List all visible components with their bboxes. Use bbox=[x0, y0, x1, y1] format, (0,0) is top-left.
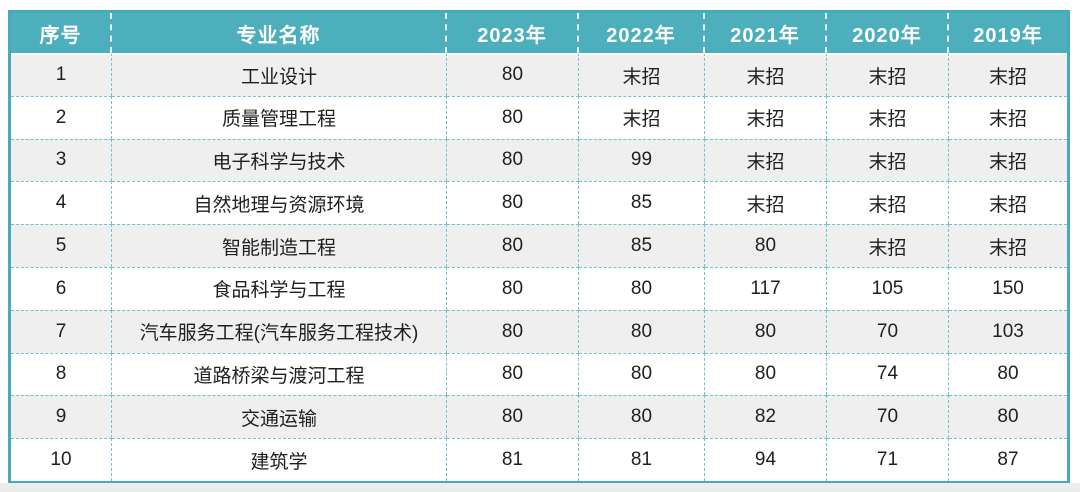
cell-year-2020: 71 bbox=[827, 438, 949, 481]
cell-year-2021: 末招 bbox=[705, 95, 827, 139]
cell-year-2020: 末招 bbox=[827, 138, 949, 182]
table-row: 5 智能制造工程 80 85 80 末招 末招 bbox=[11, 224, 1067, 267]
cell-year-2023: 80 bbox=[447, 53, 579, 96]
cell-year-2020: 末招 bbox=[827, 224, 949, 267]
cell-year-2019: 末招 bbox=[949, 224, 1067, 267]
page-bottom-strip bbox=[0, 483, 1080, 492]
cell-index: 10 bbox=[11, 438, 112, 481]
cell-year-2021: 94 bbox=[705, 438, 827, 481]
cell-year-2023: 80 bbox=[447, 395, 579, 439]
cell-year-2023: 80 bbox=[447, 266, 579, 310]
table-row: 6 食品科学与工程 80 80 117 105 150 bbox=[11, 266, 1067, 310]
cell-year-2023: 80 bbox=[447, 95, 579, 139]
table-row: 7 汽车服务工程(汽车服务工程技术) 80 80 80 70 103 bbox=[11, 309, 1067, 353]
enrollment-table: 序号 专业名称 2023年 2022年 2021年 2020年 2019年 1 … bbox=[8, 10, 1070, 484]
cell-index: 7 bbox=[11, 309, 112, 353]
cell-year-2023: 80 bbox=[447, 138, 579, 182]
cell-major-name: 工业设计 bbox=[112, 53, 447, 96]
table-row: 9 交通运输 80 80 82 70 80 bbox=[11, 395, 1067, 439]
cell-major-name: 食品科学与工程 bbox=[112, 266, 447, 310]
cell-year-2021: 82 bbox=[705, 395, 827, 439]
cell-year-2022: 末招 bbox=[579, 95, 705, 139]
cell-year-2019: 150 bbox=[949, 266, 1067, 310]
cell-major-name: 汽车服务工程(汽车服务工程技术) bbox=[112, 309, 447, 353]
col-header-index: 序号 bbox=[11, 13, 112, 53]
cell-year-2021: 末招 bbox=[705, 181, 827, 225]
cell-year-2019: 末招 bbox=[949, 138, 1067, 182]
cell-year-2019: 103 bbox=[949, 309, 1067, 353]
cell-year-2021: 末招 bbox=[705, 138, 827, 182]
cell-year-2022: 末招 bbox=[579, 53, 705, 96]
cell-year-2023: 80 bbox=[447, 181, 579, 225]
cell-index: 1 bbox=[11, 53, 112, 96]
header-row: 序号 专业名称 2023年 2022年 2021年 2020年 2019年 bbox=[11, 13, 1067, 53]
cell-index: 8 bbox=[11, 352, 112, 396]
table-body: 1 工业设计 80 末招 末招 末招 末招 2 质量管理工程 80 末招 末招 … bbox=[11, 53, 1067, 481]
cell-year-2022: 80 bbox=[579, 309, 705, 353]
col-header-year-2020: 2020年 bbox=[827, 13, 949, 53]
cell-major-name: 道路桥梁与渡河工程 bbox=[112, 352, 447, 396]
col-header-year-2023: 2023年 bbox=[447, 13, 579, 53]
cell-year-2020: 末招 bbox=[827, 181, 949, 225]
cell-index: 3 bbox=[11, 138, 112, 182]
cell-year-2020: 末招 bbox=[827, 53, 949, 96]
cell-year-2022: 80 bbox=[579, 266, 705, 310]
cell-index: 4 bbox=[11, 181, 112, 225]
cell-year-2022: 85 bbox=[579, 181, 705, 225]
cell-year-2023: 80 bbox=[447, 224, 579, 267]
cell-year-2023: 81 bbox=[447, 438, 579, 481]
col-header-year-2022: 2022年 bbox=[579, 13, 705, 53]
cell-year-2019: 末招 bbox=[949, 95, 1067, 139]
cell-major-name: 交通运输 bbox=[112, 395, 447, 439]
cell-year-2023: 80 bbox=[447, 352, 579, 396]
cell-year-2020: 74 bbox=[827, 352, 949, 396]
cell-major-name: 自然地理与资源环境 bbox=[112, 181, 447, 225]
table-header: 序号 专业名称 2023年 2022年 2021年 2020年 2019年 bbox=[11, 13, 1067, 53]
cell-year-2021: 80 bbox=[705, 352, 827, 396]
table-row: 1 工业设计 80 末招 末招 末招 末招 bbox=[11, 53, 1067, 96]
cell-year-2020: 105 bbox=[827, 266, 949, 310]
cell-year-2021: 117 bbox=[705, 266, 827, 310]
col-header-major: 专业名称 bbox=[112, 13, 447, 53]
cell-year-2021: 末招 bbox=[705, 53, 827, 96]
cell-year-2019: 87 bbox=[949, 438, 1067, 481]
table-row: 8 道路桥梁与渡河工程 80 80 80 74 80 bbox=[11, 352, 1067, 396]
cell-year-2022: 80 bbox=[579, 352, 705, 396]
cell-year-2019: 末招 bbox=[949, 181, 1067, 225]
cell-index: 9 bbox=[11, 395, 112, 439]
cell-year-2022: 81 bbox=[579, 438, 705, 481]
cell-year-2019: 末招 bbox=[949, 53, 1067, 96]
cell-major-name: 建筑学 bbox=[112, 438, 447, 481]
col-header-year-2019: 2019年 bbox=[949, 13, 1067, 53]
cell-index: 5 bbox=[11, 224, 112, 267]
cell-major-name: 智能制造工程 bbox=[112, 224, 447, 267]
cell-year-2020: 末招 bbox=[827, 95, 949, 139]
cell-year-2022: 85 bbox=[579, 224, 705, 267]
cell-index: 6 bbox=[11, 266, 112, 310]
table-row: 10 建筑学 81 81 94 71 87 bbox=[11, 438, 1067, 481]
cell-year-2021: 80 bbox=[705, 224, 827, 267]
cell-major-name: 质量管理工程 bbox=[112, 95, 447, 139]
cell-year-2019: 80 bbox=[949, 395, 1067, 439]
cell-major-name: 电子科学与技术 bbox=[112, 138, 447, 182]
cell-year-2021: 80 bbox=[705, 309, 827, 353]
table-row: 4 自然地理与资源环境 80 85 末招 末招 末招 bbox=[11, 181, 1067, 225]
cell-index: 2 bbox=[11, 95, 112, 139]
cell-year-2022: 99 bbox=[579, 138, 705, 182]
table-row: 2 质量管理工程 80 末招 末招 末招 末招 bbox=[11, 95, 1067, 139]
cell-year-2020: 70 bbox=[827, 309, 949, 353]
col-header-year-2021: 2021年 bbox=[705, 13, 827, 53]
cell-year-2022: 80 bbox=[579, 395, 705, 439]
cell-year-2023: 80 bbox=[447, 309, 579, 353]
table-row: 3 电子科学与技术 80 99 末招 末招 末招 bbox=[11, 138, 1067, 182]
cell-year-2019: 80 bbox=[949, 352, 1067, 396]
cell-year-2020: 70 bbox=[827, 395, 949, 439]
